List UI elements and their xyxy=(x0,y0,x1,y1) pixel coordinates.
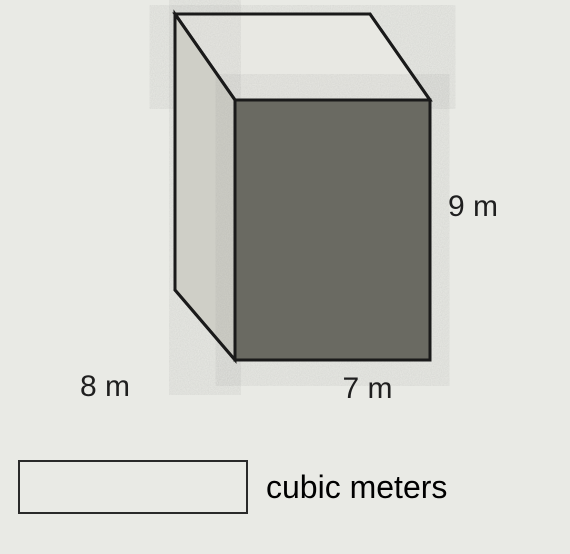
answer-row: cubic meters xyxy=(18,460,447,514)
dimension-height-label: 9 m xyxy=(448,190,498,224)
cuboid-right-face xyxy=(235,100,430,360)
answer-input[interactable] xyxy=(18,460,248,514)
dimension-width-label: 8 m xyxy=(80,370,130,404)
dimension-depth-label: 7 m xyxy=(343,372,393,406)
answer-unit-label: cubic meters xyxy=(266,469,447,506)
cuboid-diagram: 9 m 7 m 8 m xyxy=(60,0,490,420)
cuboid-svg xyxy=(60,0,490,420)
